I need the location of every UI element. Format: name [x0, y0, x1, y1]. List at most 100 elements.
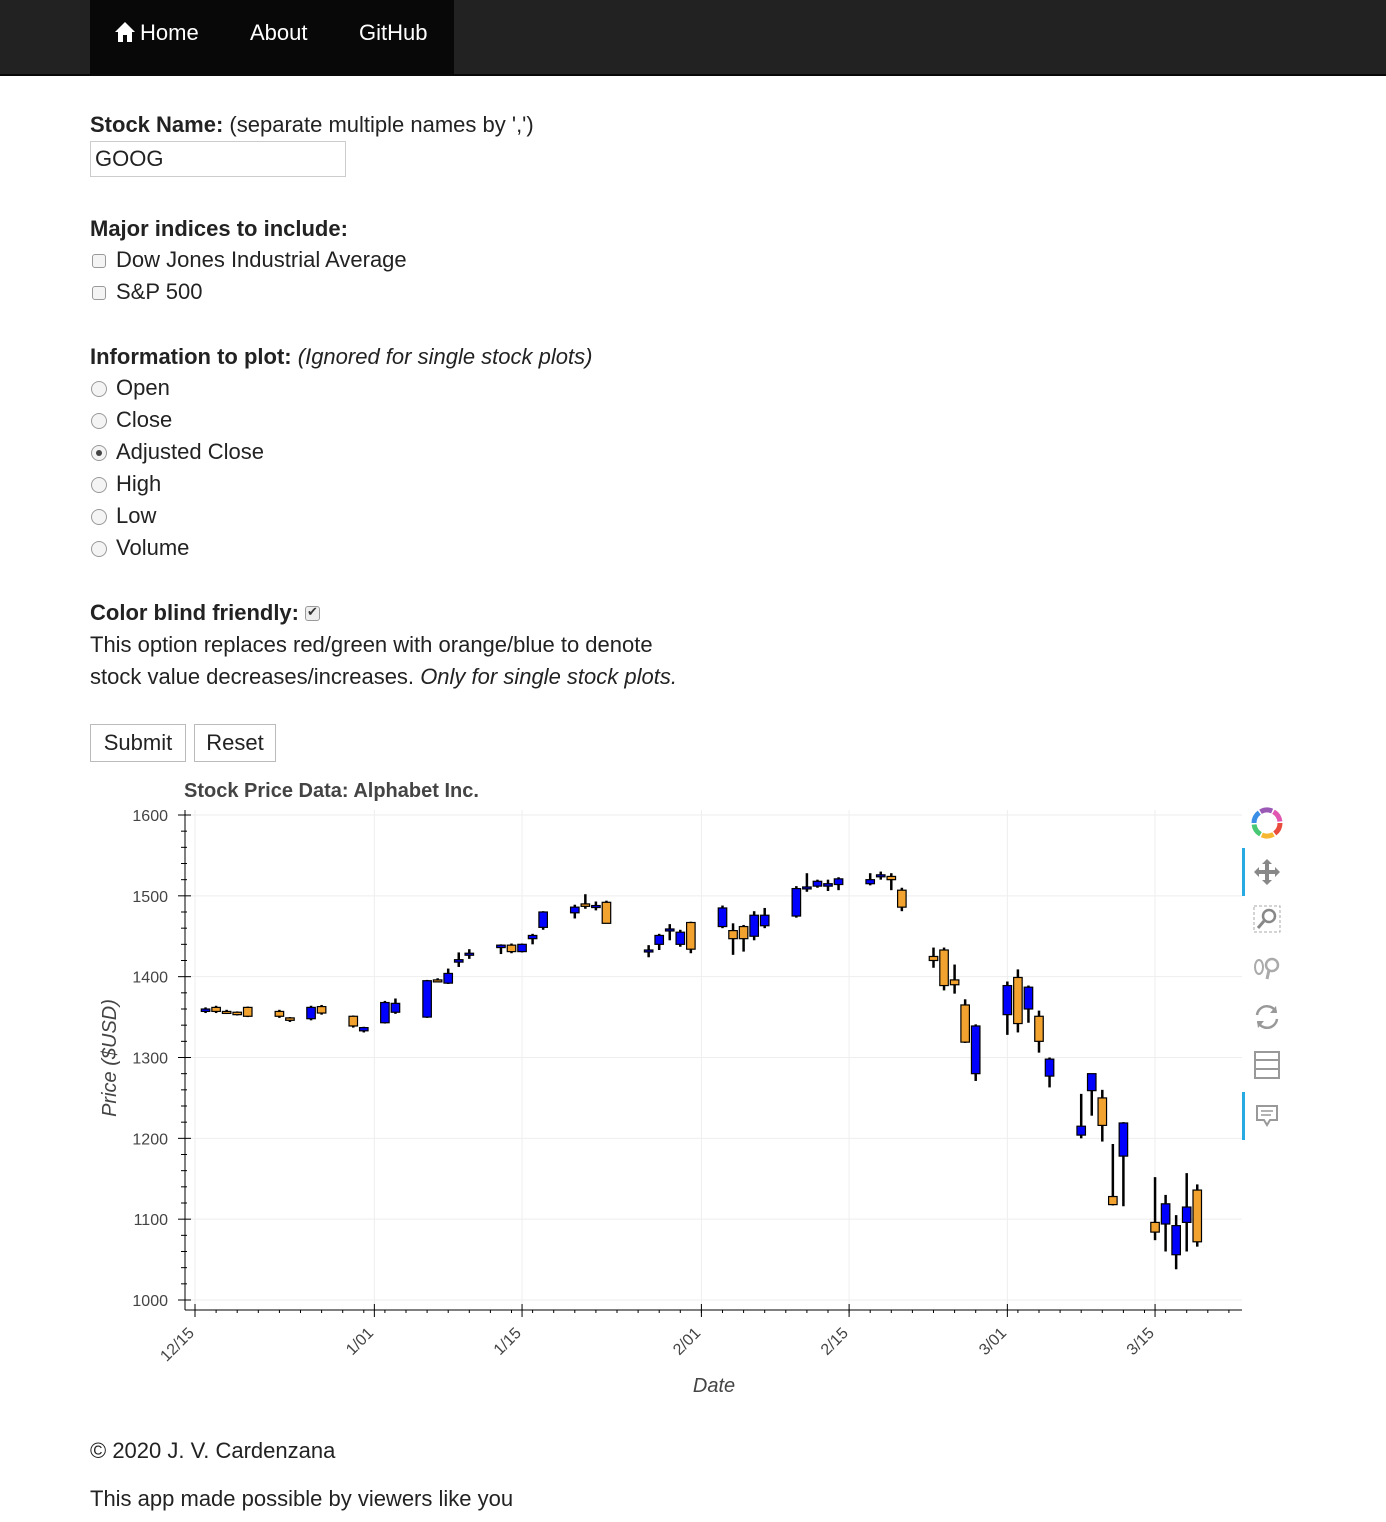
candle-body-increase: [306, 1006, 316, 1020]
radio-option-adjusted-close[interactable]: Adjusted Close: [90, 438, 264, 466]
candle-body-decrease: [232, 1011, 243, 1016]
candle-body-decrease: [728, 929, 738, 940]
wheel-zoom-icon[interactable]: [1250, 952, 1284, 986]
home-icon: [115, 22, 135, 42]
reset-icon[interactable]: [1250, 1000, 1284, 1034]
candle-body-increase: [1181, 1206, 1192, 1223]
candle-body-increase: [496, 944, 506, 949]
candle-body-increase: [464, 952, 475, 956]
nav-about-link[interactable]: About: [250, 20, 308, 45]
plot-area[interactable]: [185, 810, 1242, 1310]
candle-body-decrease: [601, 901, 612, 924]
candle-body-decrease: [1192, 1189, 1203, 1243]
hover-icon[interactable]: [1250, 1099, 1284, 1133]
chart-title: Stock Price Data: Alphabet Inc.: [184, 780, 479, 802]
index-option-dow[interactable]: Dow Jones Industrial Average: [90, 246, 407, 274]
y-axis-label: Price ($USD): [99, 999, 121, 1117]
candle-body-increase: [422, 980, 432, 1018]
radio-volume-label: Volume: [116, 535, 190, 560]
navbar: Home About GitHub: [0, 0, 1386, 76]
sp500-checkbox[interactable]: [92, 286, 106, 300]
submit-button[interactable]: Submit: [90, 724, 186, 762]
colorblind-label: Color blind friendly:: [90, 600, 299, 625]
y-tick-label: 1600: [132, 808, 168, 825]
candle-body-increase: [717, 907, 728, 928]
dow-label: Dow Jones Industrial Average: [116, 247, 407, 272]
candle-body-decrease: [1013, 976, 1023, 1025]
candle-body-decrease: [896, 889, 907, 908]
x-tick-label: 3/01: [976, 1325, 1010, 1359]
radio-volume[interactable]: [91, 541, 107, 557]
candle-body-decrease: [580, 903, 591, 907]
info-hint: (Ignored for single stock plots): [297, 344, 593, 369]
radio-close-label: Close: [116, 407, 173, 432]
x-tick-label: 1/01: [343, 1325, 377, 1359]
colorblind-desc-2: stock value decreases/increases.: [90, 664, 415, 689]
candle-body-increase: [654, 934, 665, 945]
candle-body-decrease: [274, 1010, 285, 1017]
index-option-sp500[interactable]: S&P 500: [90, 278, 202, 306]
candle-body-decrease: [506, 944, 517, 953]
stock-name-hint: (separate multiple names by ','): [229, 112, 534, 137]
stock-chart[interactable]: Stock Price Data: Alphabet Inc. 1000 1100…: [0, 770, 1386, 1420]
bokeh-logo-icon[interactable]: [1250, 806, 1284, 840]
radio-open-label: Open: [116, 375, 170, 400]
candle-body-decrease: [1150, 1221, 1160, 1233]
x-axis: 12/15 1/01 1/15 2/01 2/15 3/01 3/15: [157, 1304, 1242, 1365]
save-icon[interactable]: [1250, 1048, 1284, 1082]
dow-checkbox[interactable]: [92, 254, 106, 268]
candle-body-decrease: [211, 1006, 221, 1013]
nav-github-link[interactable]: GitHub: [359, 20, 428, 45]
reset-button[interactable]: Reset: [194, 724, 276, 762]
x-tick-label: 12/15: [157, 1325, 197, 1365]
candle-body-increase: [453, 959, 464, 963]
candle-body-increase: [664, 928, 675, 932]
candle-body-decrease: [886, 875, 897, 881]
colorblind-checkbox[interactable]: [305, 604, 320, 621]
candle-body-decrease: [348, 1015, 359, 1027]
box-zoom-icon[interactable]: [1250, 902, 1284, 936]
pan-icon[interactable]: [1250, 855, 1284, 889]
colorblind-desc-italic: Only for single stock plots.: [420, 664, 677, 689]
radio-option-low[interactable]: Low: [90, 502, 156, 530]
candle-body-increase: [812, 880, 823, 887]
y-tick-label: 1100: [134, 1212, 169, 1229]
radio-option-high[interactable]: High: [90, 470, 161, 498]
footer-copyright: © 2020 J. V. Cardenzana: [90, 1438, 336, 1463]
y-tick-label: 1500: [132, 889, 168, 906]
radio-adjusted-close[interactable]: [91, 445, 107, 461]
radio-option-close[interactable]: Close: [90, 406, 172, 434]
radio-option-volume[interactable]: Volume: [90, 534, 189, 562]
candle-body-increase: [1160, 1203, 1171, 1225]
y-tick-label: 1300: [132, 1051, 168, 1068]
candle-body-increase: [569, 906, 580, 914]
candle-body-increase: [1002, 984, 1013, 1016]
candle-body-decrease: [960, 1004, 971, 1043]
candle-body-increase: [759, 914, 770, 927]
x-axis-label: Date: [693, 1375, 735, 1397]
candle-body-increase: [675, 931, 686, 945]
candle-body-increase: [749, 914, 760, 937]
candle-body-increase: [1023, 986, 1034, 1010]
x-tick-label: 2/01: [670, 1325, 704, 1359]
candle-body-increase: [1171, 1225, 1182, 1256]
radio-close[interactable]: [91, 413, 107, 429]
indices-label: Major indices to include:: [90, 216, 348, 242]
candle-body-increase: [1086, 1073, 1097, 1092]
candle-body-increase: [538, 911, 549, 928]
radio-low[interactable]: [91, 509, 107, 525]
candle-body-decrease: [939, 949, 949, 987]
radio-option-open[interactable]: Open: [90, 374, 170, 402]
pan-tool-active-indicator: [1242, 848, 1245, 896]
candle-body-decrease: [738, 925, 749, 940]
stock-name-input[interactable]: [90, 141, 346, 177]
candle-body-increase: [200, 1008, 211, 1013]
radio-open[interactable]: [91, 381, 107, 397]
radio-low-label: Low: [116, 503, 157, 528]
candle-body-increase: [823, 883, 833, 887]
candle-body-decrease: [316, 1005, 327, 1014]
info-heading: Information to plot:: [90, 344, 292, 369]
nav-home-link[interactable]: Home: [114, 20, 199, 46]
candle-body-increase: [1076, 1125, 1087, 1136]
radio-high[interactable]: [91, 477, 107, 493]
